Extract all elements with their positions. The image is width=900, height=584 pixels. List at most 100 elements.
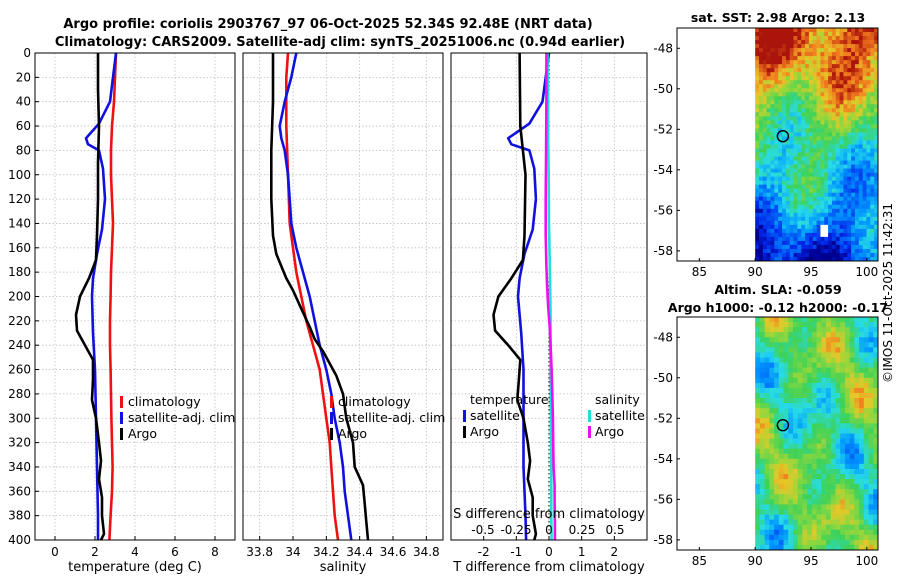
sla-cell <box>840 433 846 439</box>
sla-cell <box>792 504 799 510</box>
sst-cell <box>782 112 787 117</box>
sla-cell <box>755 468 761 475</box>
sst-cell <box>774 212 779 218</box>
sst-cell <box>866 108 871 113</box>
sst-cell <box>762 184 768 190</box>
sla-cell <box>816 372 822 379</box>
sla-cell <box>788 489 794 495</box>
sst-cell <box>824 36 829 41</box>
sla-cell <box>802 484 808 490</box>
sst-cell <box>831 40 837 45</box>
sla-cell <box>807 494 813 500</box>
sst-cell <box>785 96 791 101</box>
sst-cell <box>805 28 810 33</box>
sst-cell <box>797 120 802 125</box>
sst-cell <box>851 152 856 157</box>
sla-cell <box>844 428 851 434</box>
sst-cell <box>862 152 867 157</box>
sst-cell <box>785 28 791 33</box>
legend-swatch-temp-argo <box>463 426 466 438</box>
sla-cell <box>835 342 841 348</box>
sla-cell <box>783 499 789 505</box>
sst-cell <box>801 128 806 133</box>
sst-cell <box>782 132 787 137</box>
sla-cell <box>807 392 813 399</box>
sla-cell <box>788 468 794 475</box>
sst-cell <box>874 192 879 198</box>
sst-cell <box>793 200 798 206</box>
sst-cell <box>858 228 864 234</box>
sst-cell <box>862 128 867 133</box>
sst-cell <box>839 32 844 37</box>
sla-cell <box>807 433 813 439</box>
sla-cell <box>807 499 813 505</box>
sla-cell <box>826 499 832 505</box>
sst-cell <box>808 52 814 57</box>
sla-cell <box>792 484 799 490</box>
sst-cell <box>839 52 844 57</box>
sla-cell <box>821 524 827 531</box>
sst-cell <box>762 176 768 182</box>
sst-cell <box>812 196 817 202</box>
sst-cell <box>874 76 879 81</box>
sst-cell <box>797 40 802 45</box>
sla-cell <box>840 428 846 434</box>
sst-cell <box>858 244 864 250</box>
sst-cell <box>785 60 791 65</box>
sst-cell <box>782 172 787 178</box>
sst-cell <box>759 164 764 170</box>
sla-cell <box>840 423 846 429</box>
sla-cell <box>840 448 846 455</box>
sst-cell <box>789 176 794 182</box>
sla-cell <box>816 474 822 480</box>
sla-cell <box>863 448 869 455</box>
sst-cell <box>820 48 825 53</box>
sst-cell <box>843 244 848 250</box>
sla-cell <box>783 433 789 439</box>
sla-cell <box>873 438 879 445</box>
sst-cell <box>816 48 821 53</box>
sla-cell <box>802 514 808 521</box>
sla-cell <box>854 342 860 348</box>
x-tick-label: 34.4 <box>346 545 373 559</box>
sst-cell <box>801 108 806 113</box>
sst-cell <box>808 156 814 161</box>
sst-cell <box>851 156 856 161</box>
sst-cell <box>766 224 771 230</box>
sst-cell <box>835 192 841 198</box>
sla-cell <box>863 499 869 505</box>
series-line-argo <box>74 53 106 541</box>
sst-cell <box>774 52 779 57</box>
sla-cell <box>830 413 836 419</box>
sst-cell <box>831 228 837 234</box>
sst-cell <box>835 124 841 129</box>
sla-cell <box>792 428 799 434</box>
sst-cell <box>835 236 841 242</box>
sst-argo-position-marker <box>776 129 790 143</box>
sst-cell <box>789 120 794 125</box>
sla-cell <box>769 403 775 409</box>
sst-cell <box>847 40 852 45</box>
sst-cell <box>839 80 844 85</box>
sla-cell <box>835 317 841 323</box>
sst-cell <box>789 216 794 222</box>
sla-cell <box>840 392 846 399</box>
sst-cell <box>793 220 798 226</box>
sla-cell <box>840 362 846 369</box>
sla-cell <box>788 504 794 510</box>
sst-cell <box>820 224 825 230</box>
sla-cell <box>873 519 879 526</box>
sla-cell <box>774 448 780 455</box>
sst-cell <box>762 240 768 246</box>
sst-cell <box>858 160 864 165</box>
sst-cell <box>831 116 837 121</box>
sla-cell <box>835 428 841 434</box>
sla-cell <box>788 372 794 379</box>
sst-cell <box>766 156 771 161</box>
sst-cell <box>835 116 841 121</box>
sst-cell <box>778 244 783 250</box>
sla-cell <box>868 322 874 328</box>
sla-cell <box>830 484 836 490</box>
sst-cell <box>835 60 841 65</box>
sla-cell <box>854 509 860 515</box>
